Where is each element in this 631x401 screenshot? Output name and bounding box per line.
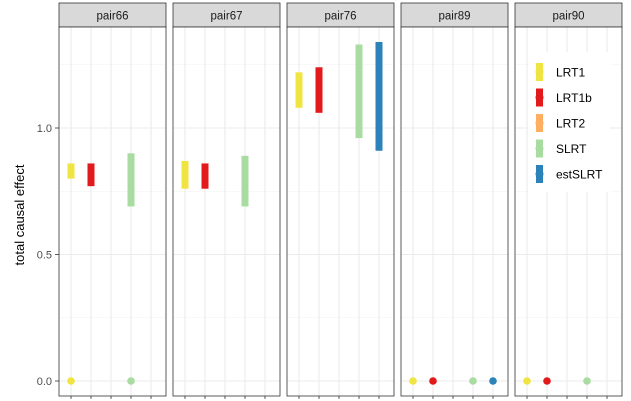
interval-SLRT [127, 153, 135, 207]
interval-estSLRT [375, 41, 383, 151]
facet-strip [172, 2, 281, 28]
point-LRT1b [543, 377, 551, 385]
point-SLRT [469, 377, 477, 385]
legend-key-point [535, 119, 544, 127]
interval-LRT1b [201, 163, 209, 189]
interval-LRT1b [315, 67, 323, 113]
facet-strip-label: pair67 [211, 11, 243, 23]
facet-strip-label: pair76 [325, 11, 357, 23]
legend-item-LRT2: LRT2 [535, 114, 585, 132]
facet-strip-label: pair89 [439, 11, 471, 23]
facet-strip [514, 2, 623, 28]
legend-key-point [535, 170, 544, 178]
legend: LRT1 LRT1b LRT2 SLRT estSLRT [528, 52, 610, 192]
facet-strip [400, 2, 509, 28]
legend-item-estSLRT: estSLRT [535, 165, 603, 183]
y-tick-label: 1.0 [37, 123, 52, 135]
point-LRT1b [429, 377, 437, 385]
legend-label: LRT1 [556, 66, 585, 80]
point-estSLRT [489, 377, 497, 385]
y-tick-label: 0.5 [37, 250, 52, 262]
facet-plot-area [173, 27, 280, 396]
legend-key-point [535, 144, 544, 153]
facet-panel-pair76: pair76 [286, 2, 395, 399]
facet-panel-pair89: pair89 [400, 2, 509, 399]
interval-SLRT [355, 44, 363, 139]
point-SLRT [583, 377, 591, 385]
legend-key-point [535, 93, 544, 102]
point-LRT1 [67, 377, 75, 385]
facet-strip-label: pair66 [97, 11, 129, 23]
facet-panel-pair67: pair67 [172, 2, 281, 399]
legend-item-LRT1b: LRT1b [535, 88, 592, 107]
interval-LRT1b [87, 163, 95, 187]
legend-label: LRT1b [556, 91, 592, 105]
legend-label: SLRT [556, 142, 587, 156]
legend-item-LRT1: LRT1 [535, 63, 585, 81]
facet-border [172, 26, 281, 397]
interval-SLRT [241, 155, 249, 207]
facet-border [514, 26, 623, 397]
facet-border [58, 26, 167, 397]
point-LRT1 [523, 377, 531, 385]
legend-item-SLRT: SLRT [535, 139, 587, 158]
facet-strip-label: pair90 [553, 11, 585, 23]
interval-LRT1 [181, 160, 189, 189]
facet-border [400, 26, 509, 397]
y-axis: 0.0 0.5 1.0 [37, 123, 59, 388]
interval-LRT1 [67, 163, 75, 179]
facet-strip [58, 2, 167, 28]
point-SLRT [127, 377, 135, 385]
facet-panel-pair66: pair66 [58, 2, 167, 399]
point-LRT1 [409, 377, 417, 385]
facet-plot-area [59, 27, 166, 396]
interval-LRT1 [295, 72, 303, 108]
legend-label: estSLRT [556, 168, 603, 182]
facet-plot-area [401, 27, 508, 396]
legend-label: LRT2 [556, 117, 585, 131]
legend-key-point [535, 68, 544, 76]
facet-border [286, 26, 395, 397]
facet-strip [286, 2, 395, 28]
y-tick-label: 0.0 [37, 376, 52, 388]
y-axis-title: total causal effect [12, 164, 27, 265]
